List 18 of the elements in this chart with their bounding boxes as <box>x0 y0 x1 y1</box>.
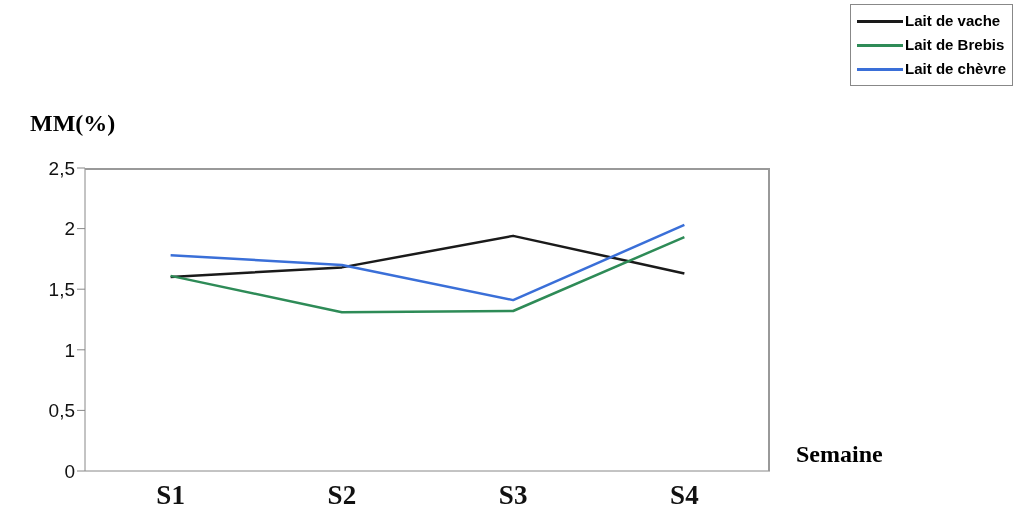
y-tick-label: 0,5 <box>48 400 75 422</box>
legend-label: Lait de Brebis <box>905 35 1005 55</box>
line-series <box>169 235 686 314</box>
y-tick-label: 0 <box>64 460 75 482</box>
legend-label: Lait de chèvre <box>905 59 1006 79</box>
y-axis-title: MM(%) <box>30 110 116 137</box>
x-tick-label: S2 <box>327 480 357 511</box>
x-axis-title: Semaine <box>796 441 883 468</box>
x-tick-label: S1 <box>156 480 185 511</box>
line-series <box>169 223 686 302</box>
x-tick-label: S4 <box>670 480 699 511</box>
legend-label: Lait de vache <box>905 11 1001 31</box>
x-tick-label: S3 <box>498 480 528 511</box>
line-series <box>169 234 686 279</box>
y-tick-label: 1,5 <box>48 278 75 300</box>
y-tick-label: 1 <box>64 339 75 361</box>
y-tick-label: 2,5 <box>48 157 75 179</box>
y-tick-label: 2 <box>64 218 75 240</box>
